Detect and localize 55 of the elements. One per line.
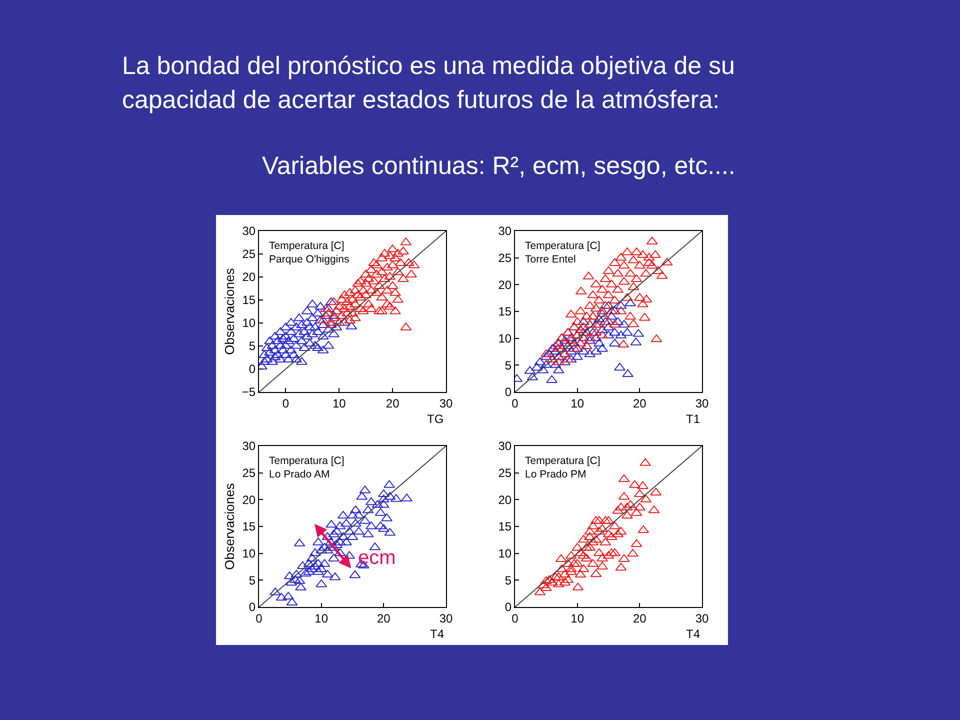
x-tick-label: 30	[439, 611, 453, 626]
y-tick-label: 0	[248, 600, 256, 614]
x-axis-title: TG	[427, 412, 444, 426]
annotation: Temperatura [C] Parque O'higgins	[269, 240, 350, 266]
y-tick-label: 25	[498, 466, 512, 480]
x-tick-label: 30	[695, 396, 709, 410]
y-tick-label: 10	[498, 546, 512, 561]
y-tick-label: 0	[504, 600, 512, 614]
x-axis-title: T1	[686, 412, 700, 426]
text: La bondad del pronóstico es una medida objetiva de su capacidad de acertar estados futuros de la atmósfera:	[122, 51, 736, 116]
annotation: ecm	[358, 547, 396, 569]
y-tick-label: 30	[242, 224, 256, 238]
x-tick-label: 20	[632, 396, 647, 410]
y-tick-label: 25	[242, 466, 256, 480]
x-tick-label: 10	[332, 396, 346, 410]
y-tick-label: 30	[242, 439, 256, 454]
y-tick-label: 5	[504, 573, 512, 588]
x-tick-label: 0	[282, 396, 290, 410]
y-tick-label: 25	[498, 251, 512, 266]
y-tick-label: 15	[242, 520, 256, 534]
y-tick-label: 25	[242, 247, 256, 262]
y-tick-label: 15	[498, 520, 512, 534]
x-tick-label: 30	[439, 396, 453, 410]
y-tick-label: 15	[498, 304, 512, 319]
y-tick-label: 10	[242, 546, 256, 561]
y-tick-label: 0	[504, 385, 512, 400]
text: Variables continuas: R², ecm, sesgo, etc....	[262, 151, 736, 182]
y-axis-title: Observaciones	[222, 268, 237, 355]
x-tick-label: 30	[695, 611, 709, 626]
annotation: Temperatura [C] Torre Entel	[525, 240, 600, 266]
y-tick-label: 20	[498, 492, 512, 507]
y-tick-label: −5	[242, 385, 256, 400]
y-tick-label: 10	[242, 316, 256, 330]
annotation: Temperatura [C] Lo Prado AM	[269, 455, 344, 481]
y-tick-label: 5	[504, 358, 512, 372]
y-tick-label: 20	[242, 492, 256, 507]
y-tick-label: 20	[498, 278, 512, 292]
y-tick-label: 5	[248, 573, 256, 588]
y-tick-label: 5	[248, 339, 256, 354]
annotation: Temperatura [C] Lo Prado PM	[525, 455, 600, 481]
y-tick-label: 30	[498, 224, 512, 238]
x-tick-label: 20	[376, 611, 391, 626]
y-tick-label: 10	[498, 332, 512, 346]
x-tick-label: 10	[570, 611, 584, 626]
x-tick-label: 20	[632, 611, 647, 626]
y-tick-label: 0	[248, 362, 256, 376]
x-tick-label: 20	[386, 396, 400, 410]
y-tick-label: 30	[498, 439, 512, 454]
x-tick-label: 10	[570, 396, 584, 410]
y-tick-label: 15	[242, 293, 256, 308]
y-axis-title: Observaciones	[222, 482, 238, 570]
x-axis-title: T4	[430, 627, 444, 641]
x-tick-label: 10	[314, 611, 328, 626]
x-axis-title: T4	[686, 627, 700, 641]
y-tick-label: 20	[242, 270, 256, 284]
